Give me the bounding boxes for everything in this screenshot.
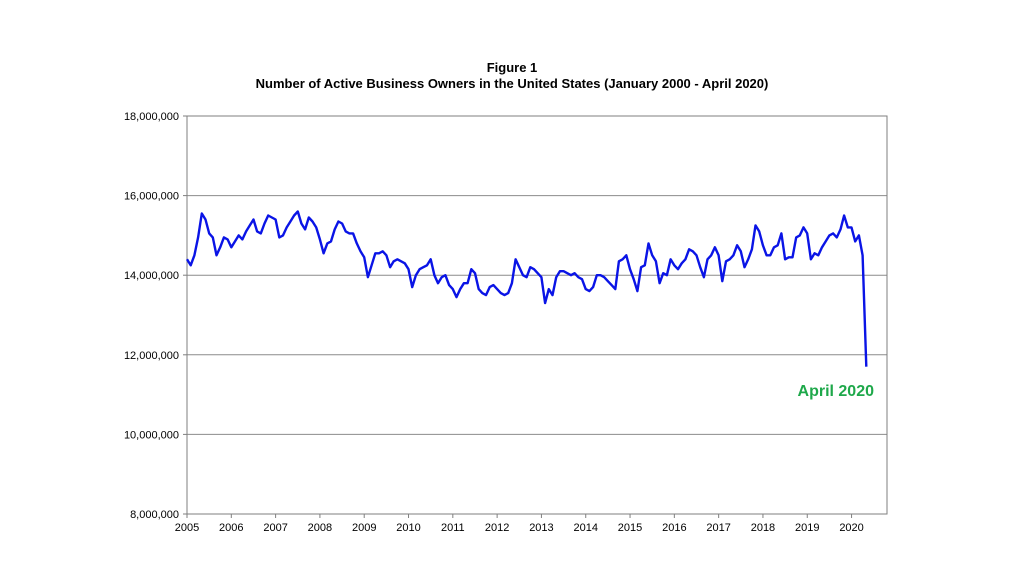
x-tick-label: 2012	[485, 522, 509, 534]
y-tick-label: 10,000,000	[124, 429, 179, 441]
y-tick-label: 12,000,000	[124, 350, 179, 362]
x-tick-label: 2018	[751, 522, 775, 534]
chart-subtitle: Number of Active Business Owners in the …	[255, 76, 769, 91]
series-group	[185, 210, 868, 367]
x-tick-label: 2006	[219, 522, 243, 534]
annotation-label: April 2020	[798, 383, 875, 400]
x-tick-label: 2016	[662, 522, 686, 534]
plot-frame	[186, 115, 888, 515]
x-tick-label: 2015	[618, 522, 642, 534]
gridlines	[187, 115, 887, 515]
axes	[186, 115, 888, 515]
y-axis-ticks: 8,000,000 10,000,000 12,000,000 14,000,000 1…	[124, 111, 187, 521]
chart-title: Figure 1	[486, 60, 538, 75]
x-tick-label: 2014	[573, 522, 597, 534]
x-tick-label: 2013	[529, 522, 553, 534]
y-tick-label: 18,000,000	[124, 111, 179, 123]
y-tick-label: 16,000,000	[124, 191, 179, 203]
x-tick-label: 2009	[352, 522, 376, 534]
y-tick-label: 8,000,000	[130, 509, 179, 521]
x-tick-label: 2005	[175, 522, 199, 534]
series-line-active-business-owners	[185, 210, 868, 367]
x-tick-label: 2010	[396, 522, 420, 534]
x-tick-label: 2019	[795, 522, 819, 534]
x-tick-label: 2011	[441, 522, 465, 534]
x-tick-label: 2008	[308, 522, 332, 534]
y-tick-label: 14,000,000	[124, 270, 179, 282]
x-tick-label: 2020	[839, 522, 863, 534]
x-tick-label: 2007	[263, 522, 287, 534]
x-axis-ticks: 2005 2006 2007 2008 2009 2010 2011 2012 2013 2014…	[175, 514, 864, 534]
x-tick-label: 2017	[706, 522, 730, 534]
